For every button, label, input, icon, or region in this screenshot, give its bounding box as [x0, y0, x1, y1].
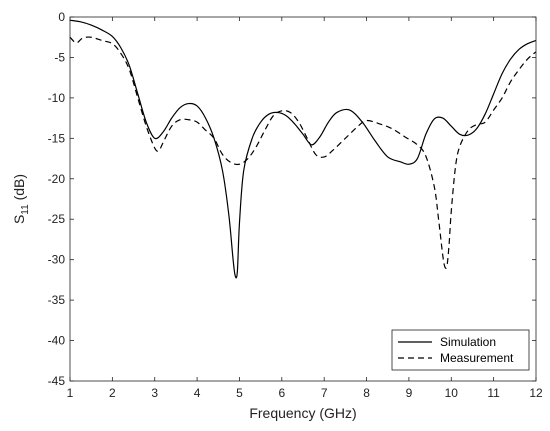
x-tick-label: 8	[363, 386, 370, 400]
y-axis-label-suffix: (dB)	[11, 174, 27, 204]
y-tick-label: -25	[48, 212, 66, 226]
y-tick-label: -35	[48, 293, 66, 307]
x-tick-label: 7	[321, 386, 328, 400]
series-line-measurement	[69, 36, 537, 269]
x-tick-label: 12	[529, 386, 543, 400]
x-tick-label: 3	[151, 386, 158, 400]
x-axis-label: Frequency (GHz)	[249, 405, 356, 421]
plot-frame	[69, 16, 537, 382]
y-axis-label-main: S	[11, 215, 27, 224]
y-tick-label: -15	[48, 131, 66, 145]
x-tick-label: 11	[487, 386, 500, 400]
legend-label-simulation: Simulation	[440, 335, 496, 349]
series-line-simulation	[69, 19, 537, 279]
legend-box	[391, 329, 530, 371]
x-tick-label: 10	[445, 386, 459, 400]
y-tick-label: -5	[54, 50, 65, 64]
series-layer	[69, 19, 537, 279]
y-tick-label: 0	[58, 10, 65, 24]
x-tick-label: 5	[236, 386, 243, 400]
legend-label-measurement: Measurement	[440, 351, 514, 365]
x-tick-label: 6	[278, 386, 285, 400]
y-tick-label: -40	[48, 334, 66, 348]
plot-area	[70, 17, 536, 381]
x-tick-label: 9	[406, 386, 413, 400]
y-tick-label: -45	[48, 374, 66, 388]
x-tick-label: 2	[109, 386, 116, 400]
ticks-layer: 1 2 3 4 5 6 7 8 9 10 11 120-5-10-15-20-25-30-35-40-…	[48, 10, 543, 400]
legend: Simulation Measurement	[391, 329, 530, 371]
y-axis-label-sub: 11	[20, 204, 31, 215]
y-tick-label: -30	[48, 253, 66, 267]
y-axis-label: S11 (dB)	[11, 174, 31, 224]
y-tick-label: -10	[48, 91, 66, 105]
x-tick-label: 4	[194, 386, 201, 400]
y-tick-label: -20	[48, 172, 66, 186]
x-tick-label: 1	[67, 386, 74, 400]
